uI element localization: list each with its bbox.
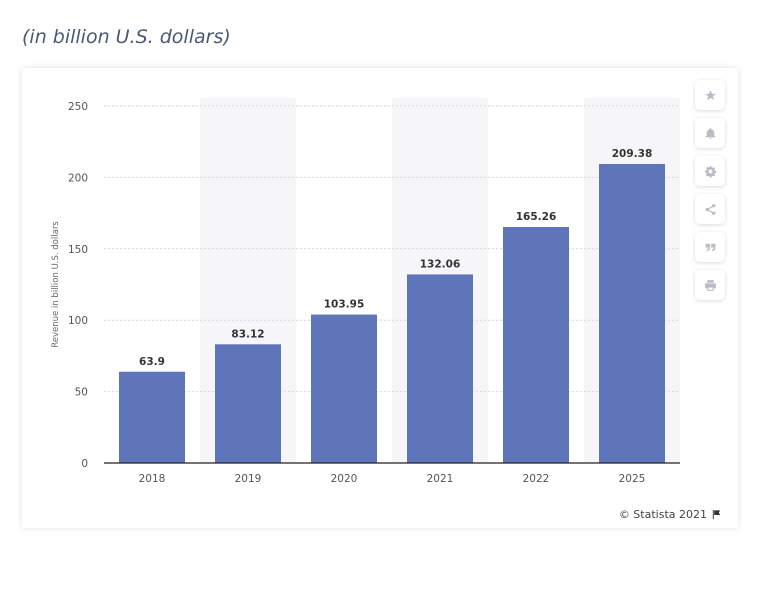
cite-button[interactable] xyxy=(695,232,725,262)
share-icon xyxy=(705,203,715,215)
flag-icon xyxy=(712,509,721,520)
data-label: 165.26 xyxy=(516,211,557,223)
credit-text: © Statista 2021 xyxy=(618,508,707,521)
data-label: 103.95 xyxy=(324,299,365,311)
bar-2018 xyxy=(119,371,185,463)
x-tick-label: 2021 xyxy=(427,473,454,485)
y-tick-label: 150 xyxy=(68,244,88,256)
settings-button[interactable] xyxy=(695,156,725,186)
y-tick-label: 250 xyxy=(68,101,88,113)
chart-card: 0 50 100 150 200 250 63.9 2018 83.12 2019 103.95 20… xyxy=(22,68,738,528)
print-button[interactable] xyxy=(695,270,725,300)
data-label: 209.38 xyxy=(612,148,653,160)
bell-icon xyxy=(705,127,715,139)
data-label: 83.12 xyxy=(231,328,264,340)
x-tick-label: 2025 xyxy=(619,473,646,485)
notification-button[interactable] xyxy=(695,118,725,148)
bar-2025 xyxy=(599,164,665,463)
gear-icon xyxy=(704,165,716,178)
bar-2021 xyxy=(407,274,473,463)
bar-2022 xyxy=(503,227,569,463)
star-icon xyxy=(704,89,716,100)
x-tick-label: 2022 xyxy=(523,473,550,485)
data-label: 63.9 xyxy=(139,356,165,368)
print-icon xyxy=(704,279,716,291)
y-tick-label: 200 xyxy=(68,172,88,184)
bar-2019 xyxy=(215,344,281,463)
source-credit[interactable]: © Statista 2021 xyxy=(619,508,722,521)
bar-chart: 0 50 100 150 200 250 63.9 2018 83.12 2019 103.95 20… xyxy=(51,98,680,485)
chart-toolbar xyxy=(695,80,725,300)
unit-note: (in billion U.S. dollars) xyxy=(22,26,231,48)
favorite-button[interactable] xyxy=(695,80,725,110)
x-tick-label: 2018 xyxy=(139,473,166,485)
y-axis-title: Revenue in billion U.S. dollars xyxy=(51,221,61,348)
quote-icon xyxy=(705,243,715,251)
y-tick-label: 0 xyxy=(81,458,88,470)
x-tick-label: 2019 xyxy=(235,473,262,485)
data-label: 132.06 xyxy=(420,258,461,270)
bar-2020 xyxy=(311,314,377,463)
share-button[interactable] xyxy=(695,194,725,224)
y-tick-label: 50 xyxy=(75,387,88,399)
y-tick-label: 100 xyxy=(68,315,88,327)
x-tick-label: 2020 xyxy=(331,473,358,485)
